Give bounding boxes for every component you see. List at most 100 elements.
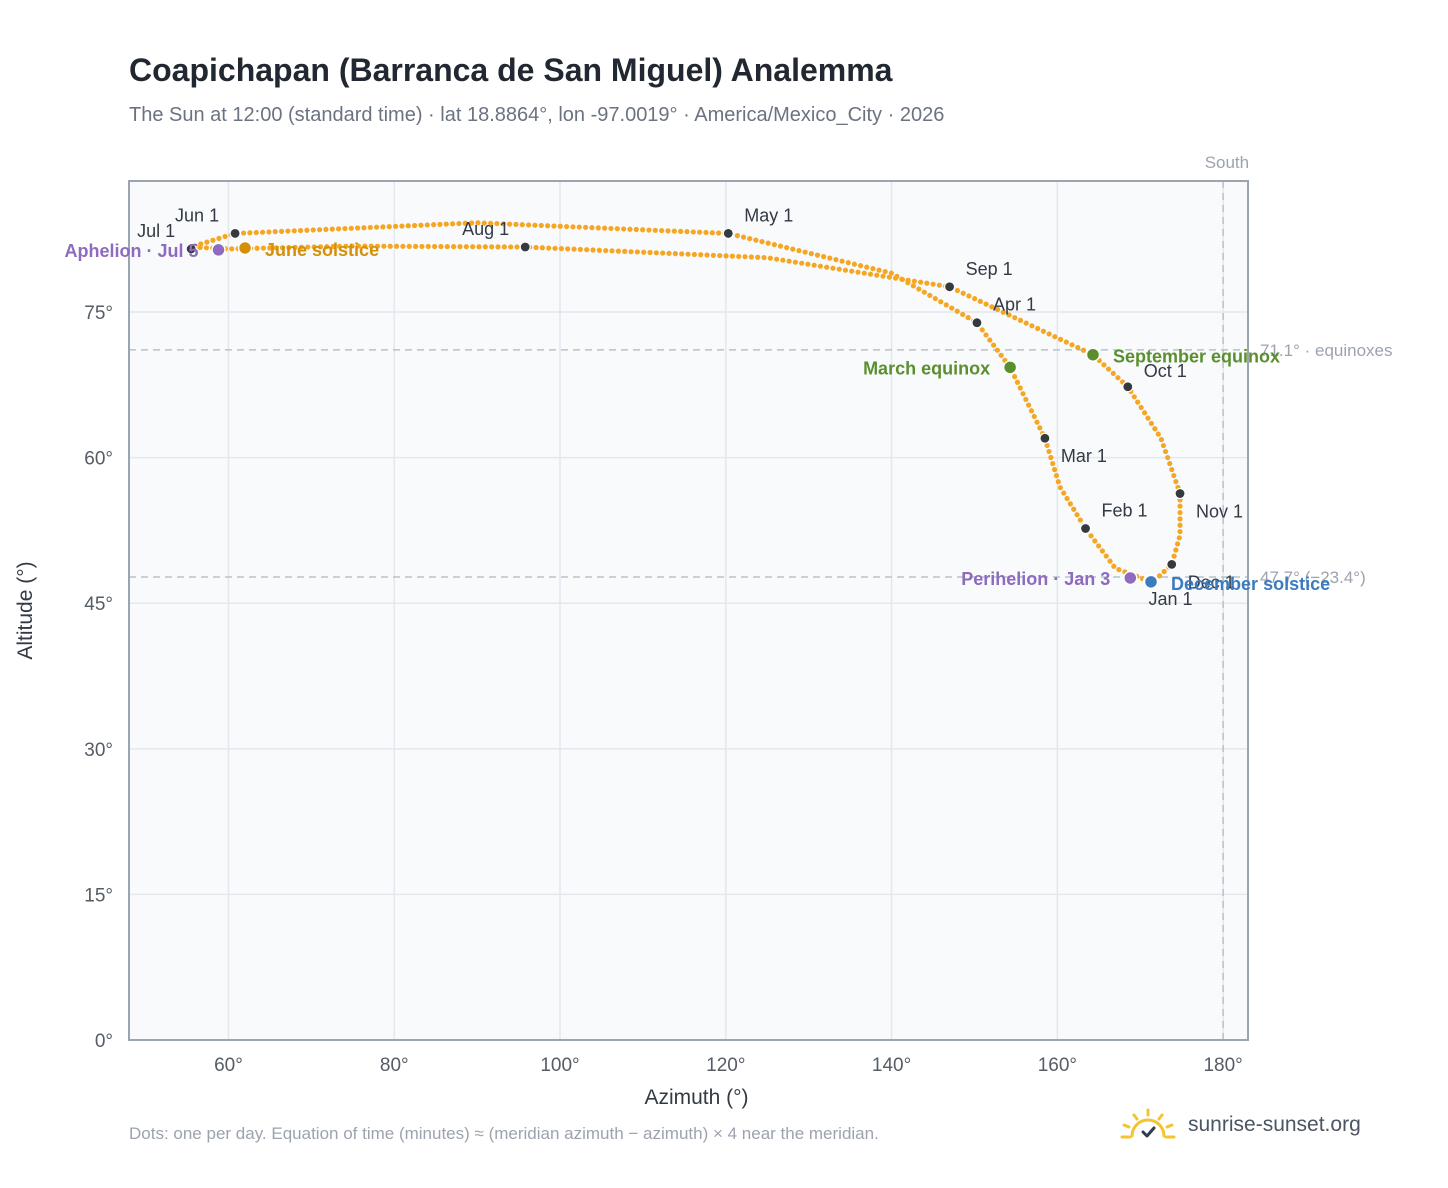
x-tick-label: 140°	[872, 1055, 911, 1076]
analemma-dot	[538, 222, 544, 229]
reference-line-label: 47.7° (−23.4°)	[1260, 568, 1366, 587]
analemma-dot	[368, 243, 374, 249]
month-label: Apr 1	[993, 295, 1036, 315]
plot-area	[129, 181, 1248, 1040]
analemma-dot	[405, 223, 411, 229]
analemma-dot	[836, 266, 842, 272]
month-marker	[943, 281, 956, 293]
analemma-dot	[203, 245, 210, 251]
analemma-dot	[361, 225, 367, 231]
event-marker	[211, 242, 226, 258]
analemma-dot	[817, 263, 824, 269]
analemma-dot	[330, 243, 336, 250]
analemma-dot	[1000, 309, 1006, 315]
analemma-dot	[1152, 426, 1158, 432]
analemma-dot	[430, 222, 437, 228]
analemma-dot	[291, 228, 297, 234]
analemma-dot	[1071, 506, 1077, 512]
event-marker	[1143, 574, 1159, 590]
analemma-dot	[943, 302, 949, 308]
analemma-dot	[590, 247, 596, 253]
analemma-dot	[983, 332, 989, 338]
analemma-dot	[678, 228, 684, 234]
analemma-dot	[833, 257, 839, 263]
analemma-dot	[882, 269, 888, 275]
analemma-dot	[381, 243, 387, 249]
analemma-dot	[1023, 396, 1029, 403]
analemma-dot	[1052, 334, 1058, 340]
analemma-dot	[672, 251, 678, 257]
x-tick-label: 100°	[540, 1055, 579, 1076]
analemma-dot	[253, 229, 259, 236]
analemma-dot	[1141, 410, 1148, 416]
analemma-dot	[197, 244, 203, 251]
analemma-dot	[627, 226, 633, 232]
analemma-dot	[1135, 399, 1141, 405]
analemma-dot	[1057, 485, 1064, 491]
analemma-dot	[335, 226, 342, 232]
analemma-dot	[279, 245, 286, 251]
analemma-dot	[1012, 315, 1018, 321]
analemma-dot	[475, 220, 481, 226]
analemma-dot	[786, 258, 792, 264]
analemma-dot	[1165, 454, 1171, 461]
analemma-dot	[387, 243, 393, 249]
analemma-dot	[742, 254, 748, 260]
analemma-dot	[1171, 553, 1177, 559]
analemma-dot	[1111, 563, 1117, 569]
analemma-dot	[932, 295, 938, 302]
analemma-dot	[1034, 419, 1040, 425]
analemma-dot	[1155, 431, 1161, 437]
analemma-dot	[519, 222, 525, 228]
analemma-dot	[1067, 501, 1073, 507]
analemma-dot	[438, 243, 444, 250]
analemma-dot	[1169, 466, 1175, 473]
analemma-dot	[323, 226, 329, 233]
analemma-dot	[1026, 402, 1032, 408]
analemma-dot	[602, 225, 608, 231]
analemma-dot	[1063, 339, 1069, 345]
analemma-dot	[526, 222, 532, 228]
month-marker	[722, 227, 734, 240]
brand[interactable]: sunrise-sunset.org	[1120, 1100, 1361, 1150]
analemma-dot	[305, 244, 311, 250]
month-marker	[519, 241, 531, 253]
analemma-dot	[972, 296, 978, 302]
analemma-dot	[1064, 495, 1070, 502]
analemma-dot	[1131, 394, 1137, 400]
analemma-dot	[977, 298, 983, 304]
analemma-dot	[1176, 535, 1182, 541]
analemma-dot	[861, 270, 867, 276]
x-tick-label: 120°	[706, 1055, 745, 1076]
y-tick-label: 75°	[84, 303, 113, 324]
analemma-dot	[373, 224, 380, 230]
analemma-dot	[1105, 366, 1112, 372]
analemma-dot	[704, 252, 710, 258]
analemma-dot	[1115, 375, 1121, 381]
analemma-dot	[1012, 374, 1018, 380]
analemma-dot	[1040, 328, 1046, 334]
analemma-dot	[784, 245, 790, 251]
analemma-dot	[495, 244, 501, 250]
analemma-dot	[348, 225, 354, 231]
analemma-dot	[960, 290, 966, 296]
analemma-dot	[679, 251, 685, 257]
analemma-dot	[298, 244, 305, 250]
analemma-dot	[367, 224, 373, 231]
analemma-dot	[1148, 420, 1155, 427]
analemma-dot	[557, 223, 563, 229]
analemma-dot	[755, 254, 761, 260]
analemma-dot	[1075, 344, 1081, 351]
analemma-dot	[1031, 413, 1037, 420]
analemma-dot	[399, 223, 405, 229]
analemma-dot	[761, 254, 767, 261]
month-label: Sep 1	[966, 259, 1013, 279]
plot-frame	[128, 180, 1249, 1041]
analemma-dot	[316, 227, 323, 233]
analemma-dot	[796, 248, 802, 254]
analemma-dot	[1103, 553, 1109, 559]
event-marker	[1123, 570, 1138, 586]
analemma-dot	[1171, 472, 1177, 479]
analemma-dot	[278, 228, 285, 234]
